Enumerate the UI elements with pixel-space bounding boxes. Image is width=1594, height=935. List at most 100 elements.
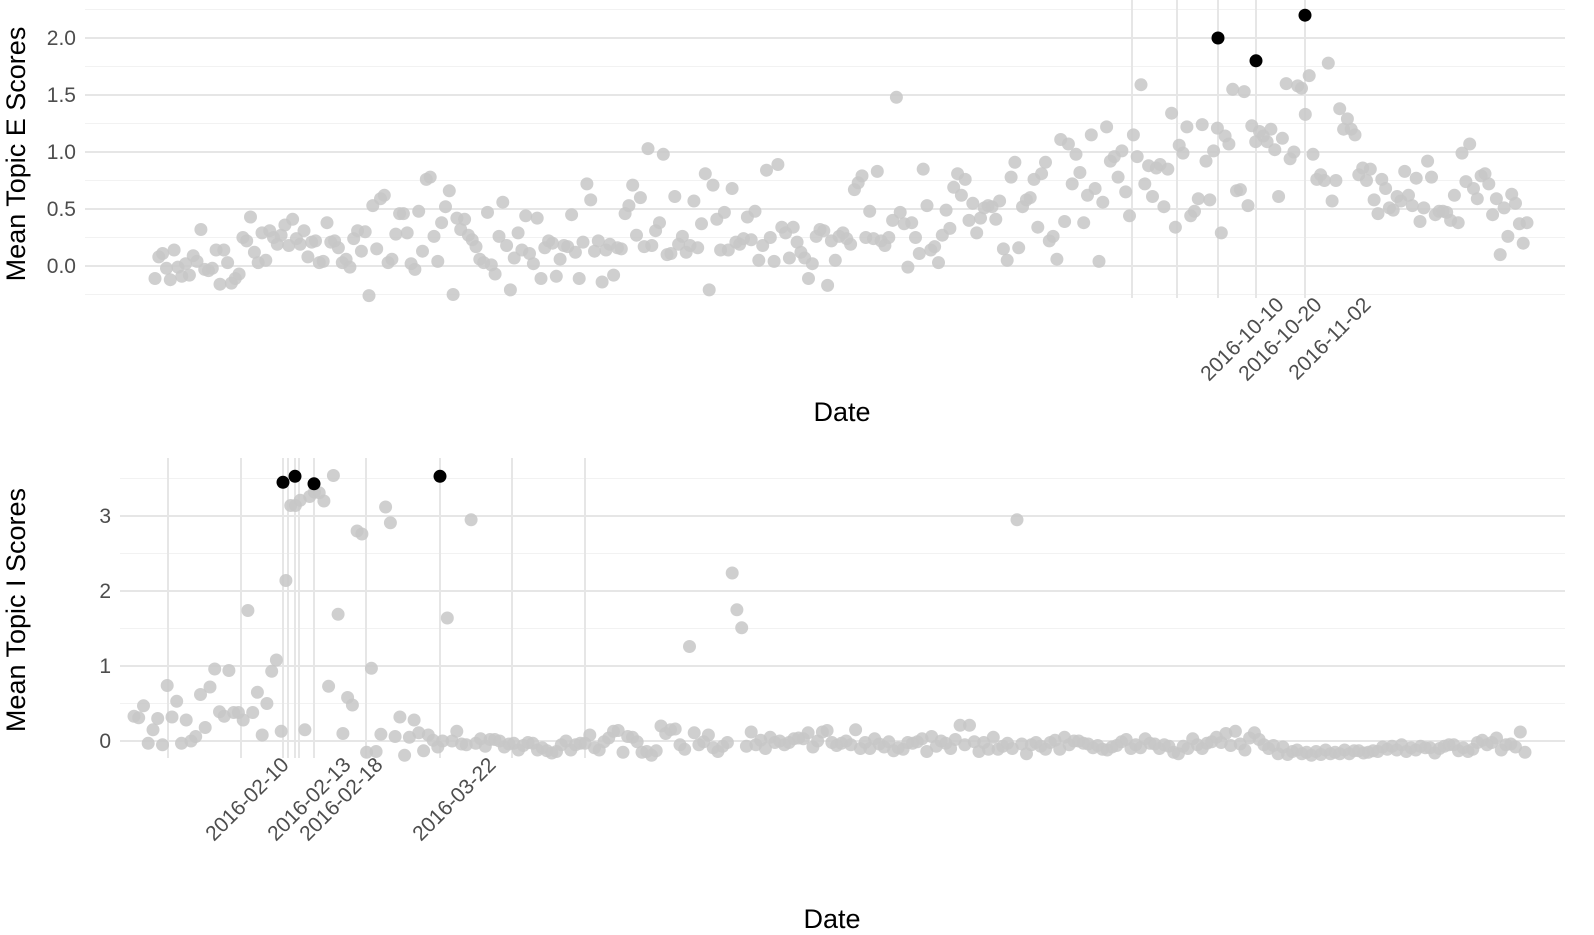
data-point <box>1176 146 1190 160</box>
panel-topic-e: 0.0 0.5 1.0 1.5 2.0 2016-10-102016-10-202016… <box>1 0 1565 427</box>
data-point <box>963 718 976 732</box>
data-point <box>948 733 962 746</box>
data-point <box>1478 167 1492 181</box>
data-point <box>653 216 666 230</box>
data-point <box>1516 236 1530 250</box>
data-point <box>198 721 212 734</box>
data-point <box>725 182 739 195</box>
data-point <box>1015 737 1029 751</box>
data-point <box>396 207 410 221</box>
data-point <box>1130 150 1144 164</box>
data-point <box>148 272 162 285</box>
data-point <box>503 283 517 297</box>
data-point <box>255 728 269 742</box>
data-point <box>730 603 744 617</box>
data-point <box>720 736 734 749</box>
data-point <box>701 728 715 742</box>
data-point <box>1268 143 1282 157</box>
data-point <box>1050 252 1064 266</box>
data-point <box>1180 120 1194 134</box>
data-point <box>1298 107 1312 121</box>
data-point <box>863 204 877 218</box>
data-point <box>1275 131 1289 145</box>
data-point <box>246 706 260 719</box>
data-point <box>1306 147 1320 161</box>
data-point <box>909 231 922 244</box>
data-point <box>905 216 919 230</box>
data-point <box>1520 216 1534 230</box>
data-point <box>611 724 625 737</box>
data-point <box>343 260 357 274</box>
data-point <box>1482 177 1496 191</box>
data-point <box>458 212 472 226</box>
data-point <box>526 257 540 271</box>
data-point <box>553 252 567 266</box>
data-point <box>622 199 636 213</box>
data-point <box>355 527 369 541</box>
data-point <box>702 283 716 297</box>
data-point <box>1203 193 1217 207</box>
data-point <box>1371 207 1385 221</box>
data-point <box>165 710 179 724</box>
y-tick-label: 1 <box>99 655 111 678</box>
data-point <box>1100 120 1114 134</box>
data-point <box>568 245 582 259</box>
data-point <box>546 236 559 250</box>
highlight-point <box>1249 54 1263 68</box>
data-point <box>269 653 283 667</box>
data-point <box>595 275 609 289</box>
data-point <box>920 199 934 213</box>
data-point <box>802 272 815 285</box>
data-point <box>221 256 235 270</box>
data-point <box>725 566 739 580</box>
data-point <box>440 611 454 625</box>
data-point <box>1363 162 1377 176</box>
y-ticks-topic-e: 0.0 0.5 1.0 1.5 2.0 <box>47 27 76 278</box>
y-tick-label: 2.0 <box>47 27 76 50</box>
data-point <box>141 736 155 750</box>
data-point <box>309 234 322 248</box>
data-point <box>683 640 696 653</box>
data-point <box>678 742 692 756</box>
data-point <box>1325 194 1339 208</box>
data-point <box>326 469 340 482</box>
data-point <box>1035 167 1049 181</box>
data-point <box>1509 740 1522 754</box>
data-point <box>170 694 184 708</box>
data-point <box>1096 195 1110 209</box>
data-point <box>1501 229 1515 243</box>
data-point <box>1138 177 1152 191</box>
data-point <box>641 142 655 156</box>
data-point <box>1233 183 1247 197</box>
data-point <box>298 723 312 737</box>
y-axis-title-topic-e: Mean Topic E Scores <box>1 27 31 282</box>
data-point <box>1058 215 1072 228</box>
data-point <box>362 289 376 303</box>
data-point <box>767 254 781 268</box>
data-point <box>379 500 393 514</box>
data-point <box>374 727 388 741</box>
data-point <box>1302 69 1316 83</box>
data-point <box>1518 745 1532 759</box>
data-point <box>706 178 720 192</box>
y-tick-label: 2 <box>99 580 111 603</box>
data-point <box>1321 56 1335 70</box>
data-point <box>1333 102 1347 116</box>
data-point <box>1188 204 1201 218</box>
data-point <box>1084 128 1098 142</box>
data-point <box>549 269 563 283</box>
data-point <box>507 251 521 265</box>
data-point <box>274 724 288 738</box>
data-point <box>1497 201 1511 215</box>
data-point <box>427 229 441 243</box>
data-point <box>607 268 621 282</box>
data-point <box>656 147 670 161</box>
data-point <box>439 200 452 214</box>
data-point <box>1272 190 1286 203</box>
data-point <box>820 724 834 737</box>
data-point <box>1115 144 1129 158</box>
data-point <box>967 735 981 749</box>
data-point <box>939 203 953 217</box>
data-point <box>393 710 407 724</box>
